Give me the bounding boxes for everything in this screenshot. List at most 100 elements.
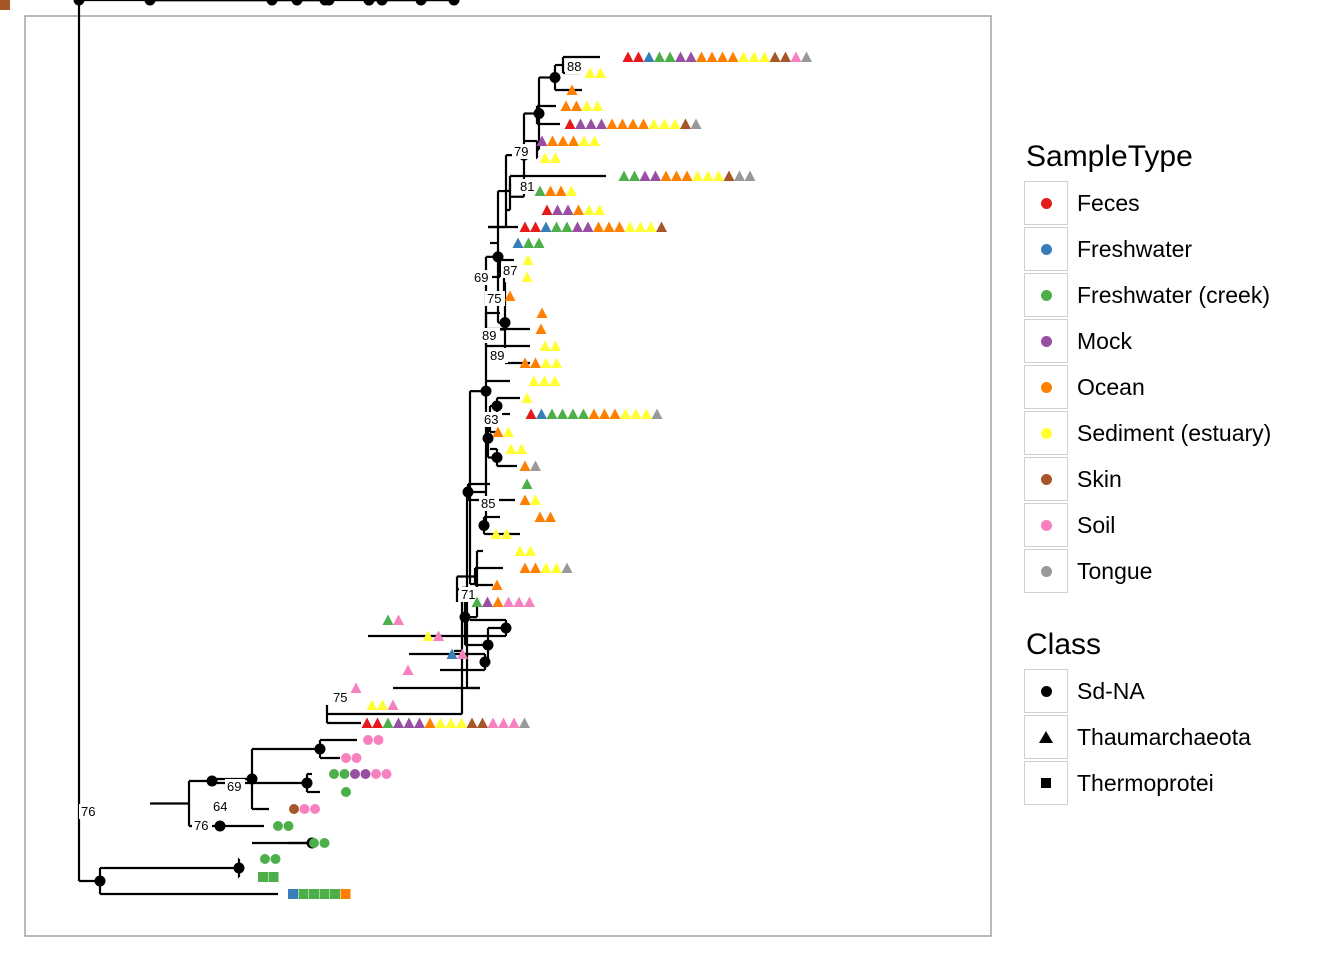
node-support-dot: [73, 0, 85, 6]
tip-marker-sediment-estuary: [583, 204, 595, 215]
tip-marker-freshwater-creek: [578, 408, 589, 419]
node-support-dot: [480, 385, 492, 397]
legend-swatch: [1040, 197, 1052, 209]
tip-marker-skin: [289, 804, 299, 814]
bootstrap-label: 71: [461, 587, 475, 602]
legend-key: [1024, 273, 1068, 317]
tip-marker-freshwater-creek: [551, 221, 562, 232]
legend-label: Tongue: [1077, 557, 1153, 584]
tip-marker-soil: [508, 717, 520, 728]
tip-marker-sediment-estuary: [528, 375, 540, 386]
tip-marker-ocean: [534, 511, 546, 522]
legend-key: [1024, 761, 1068, 805]
tip-marker-skin: [0, 0, 10, 10]
tree-nodes: [73, 0, 561, 887]
circle-shape-icon: [1040, 685, 1052, 697]
tip-marker-sediment-estuary: [551, 562, 562, 573]
legend-key: [1024, 411, 1068, 455]
tip-marker-freshwater-creek: [546, 408, 558, 419]
tip-marker-soil: [433, 630, 444, 641]
tip-marker-ocean: [706, 51, 718, 62]
tip-marker-mock: [639, 170, 651, 181]
tip-marker-freshwater-creek: [268, 872, 279, 882]
tip-marker-tongue: [561, 562, 573, 573]
tip-marker-sediment-estuary: [422, 630, 434, 641]
bootstrap-label-bg: [565, 59, 585, 74]
tip-markers: [0, 0, 812, 899]
bootstrap-label-bg: [459, 587, 479, 602]
legend-item-soil: Soil: [1024, 502, 1271, 548]
tip-marker-freshwater-creek: [270, 854, 281, 864]
bootstrap-label: 88: [567, 59, 581, 74]
tip-marker-skin: [477, 717, 488, 728]
tip-marker-freshwater-creek: [521, 478, 533, 489]
tip-marker-ocean: [573, 204, 584, 215]
bootstrap-label-bg: [485, 291, 505, 306]
tip-marker-ocean: [627, 118, 639, 129]
legend-label: Freshwater (creek): [1077, 281, 1270, 308]
tip-marker-soil: [513, 596, 525, 607]
tip-marker-sediment-estuary: [540, 562, 552, 573]
legend-item-freshwater-creek: Freshwater (creek): [1024, 272, 1271, 318]
legend-swatch: [1040, 473, 1052, 485]
tip-marker-sediment-estuary: [435, 717, 446, 728]
tip-marker-sediment-estuary: [738, 51, 749, 62]
tip-marker-mock: [596, 118, 607, 129]
node-support-dot: [94, 875, 106, 887]
legend-key: [1024, 181, 1068, 225]
bootstrap-label: 85: [481, 496, 495, 511]
triangle-shape-icon: [1039, 731, 1053, 743]
bootstrap-label: 64: [213, 799, 227, 814]
tip-marker-ocean: [696, 51, 707, 62]
tip-marker-sediment-estuary: [645, 221, 657, 232]
tip-marker-ocean: [660, 170, 672, 181]
node-support-dot: [214, 820, 226, 832]
tip-marker-freshwater-creek: [618, 170, 630, 181]
tip-marker-skin: [656, 221, 667, 232]
tip-marker-soil: [498, 717, 509, 728]
node-support-dot: [549, 72, 561, 83]
tip-marker-ocean: [571, 100, 582, 111]
node-support-dot: [144, 0, 156, 6]
tip-marker-ocean: [340, 889, 351, 899]
tip-marker-mock: [536, 135, 548, 146]
tip-marker-ocean: [566, 84, 578, 95]
node-support-dot: [319, 0, 331, 6]
tip-marker-mock: [393, 717, 404, 728]
node-support-dot: [492, 251, 504, 263]
tip-marker-freshwater-creek: [309, 889, 319, 899]
legend-item-thermoprotei: Thermoprotei: [1024, 760, 1251, 806]
node-support-dot: [363, 0, 375, 6]
tip-marker-sediment-estuary: [641, 408, 652, 419]
tip-marker-freshwater-creek: [260, 854, 270, 864]
tip-marker-feces: [372, 717, 383, 728]
legend-label: Soil: [1077, 511, 1116, 538]
tip-marker-ocean: [671, 170, 682, 181]
node-support-dot: [314, 743, 326, 755]
tip-marker-mock: [562, 204, 574, 215]
tip-marker-freshwater-creek: [382, 614, 394, 625]
tip-marker-freshwater-creek: [329, 769, 339, 779]
legend-swatch: [1040, 381, 1052, 393]
tip-marker-tongue: [651, 408, 663, 419]
bootstrap-label: 75: [333, 690, 347, 705]
tip-marker-ocean: [603, 221, 615, 232]
tip-marker-sediment-estuary: [539, 375, 550, 386]
legend-sample-type: SampleType Feces Freshwater Freshwater (cr…: [1024, 140, 1271, 594]
node-support-dot: [478, 520, 490, 531]
tip-marker-mock: [414, 717, 425, 728]
legend-key: [1024, 457, 1068, 501]
tip-marker-tongue: [744, 170, 756, 181]
tip-marker-freshwater-creek: [319, 889, 330, 899]
node-support-dot: [491, 452, 503, 463]
tip-marker-freshwater: [536, 408, 547, 419]
node-support-dot: [291, 0, 303, 6]
legend-swatch: [1040, 289, 1052, 301]
tip-marker-freshwater-creek: [319, 838, 330, 848]
tip-marker-freshwater-creek: [533, 237, 545, 248]
tip-marker-mock: [482, 596, 493, 607]
tip-marker-mock: [585, 118, 597, 129]
node-support-dot: [246, 773, 258, 785]
tip-marker-ocean: [560, 100, 572, 111]
